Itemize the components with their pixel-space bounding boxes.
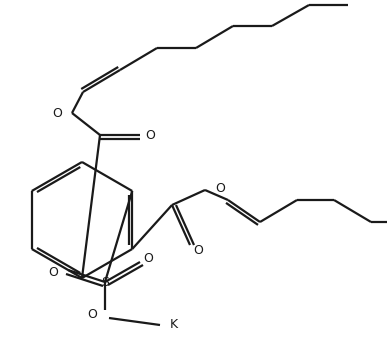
Text: O: O	[215, 181, 225, 195]
Text: O: O	[193, 243, 203, 256]
Text: O: O	[48, 266, 58, 278]
Text: S: S	[101, 276, 109, 288]
Text: K: K	[170, 318, 178, 332]
Text: O: O	[52, 106, 62, 120]
Text: O: O	[145, 129, 155, 141]
Text: O: O	[143, 252, 153, 266]
Text: O: O	[87, 308, 97, 322]
